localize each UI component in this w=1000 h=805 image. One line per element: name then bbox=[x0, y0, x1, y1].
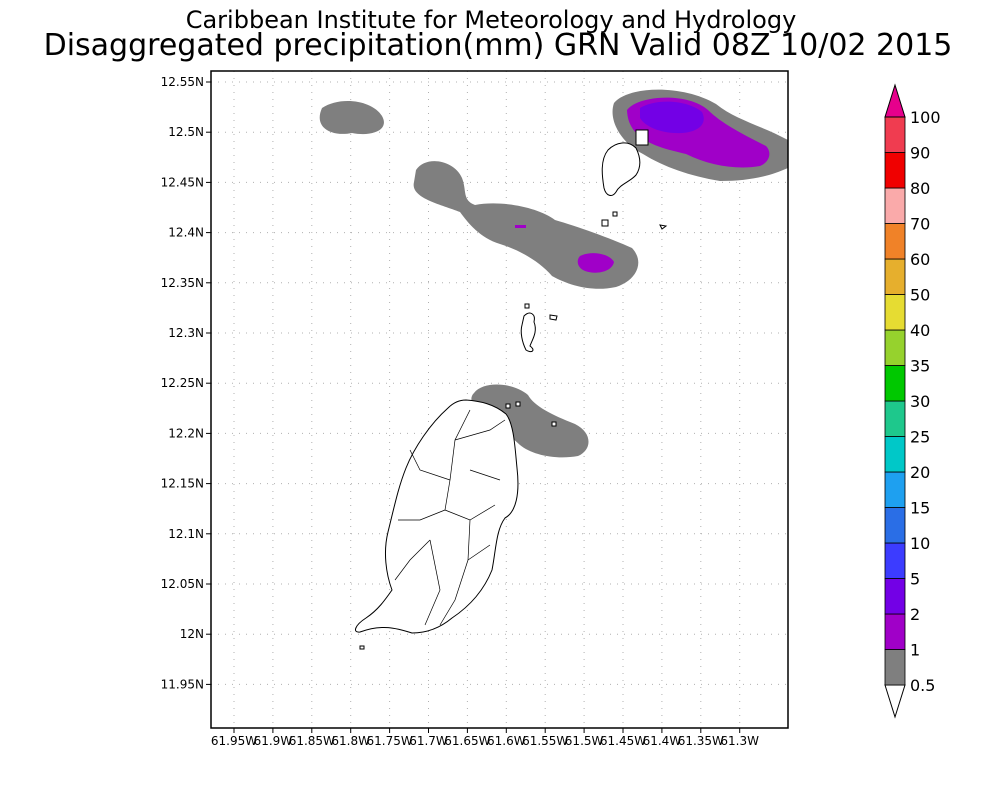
coastlines bbox=[354, 129, 668, 650]
lat-tick-label: 12.55N bbox=[161, 75, 204, 89]
colorbar-label: 0.5 bbox=[910, 676, 935, 695]
colorbar-label: 30 bbox=[910, 392, 930, 411]
colorbar-label: 40 bbox=[910, 321, 930, 340]
colorbar-segment bbox=[884, 116, 906, 153]
lat-tick-label: 12.1N bbox=[168, 527, 204, 541]
colorbar-segment bbox=[884, 613, 906, 650]
lat-tick-label: 12.05N bbox=[161, 577, 204, 591]
islet-small-4 bbox=[515, 401, 521, 407]
lon-tick-label: 61.3W bbox=[720, 734, 759, 748]
precipitation-contours bbox=[319, 89, 788, 458]
lat-tick-label: 12.25N bbox=[161, 376, 204, 390]
islet-small-1 bbox=[612, 211, 618, 217]
colorbar-label: 5 bbox=[910, 570, 920, 589]
title-line-1: Caribbean Institute for Meteorology and … bbox=[186, 6, 797, 34]
lon-tick-label: 61.7W bbox=[409, 734, 448, 748]
colorbar-segment bbox=[884, 649, 906, 686]
colorbar-label: 15 bbox=[910, 499, 930, 518]
union-island bbox=[601, 142, 641, 196]
islet-small-6 bbox=[359, 645, 365, 650]
purple-rain-area-central bbox=[577, 253, 614, 273]
colorbar-label: 60 bbox=[910, 250, 930, 269]
colorbar-above-arrow bbox=[884, 83, 906, 118]
lat-tick-label: 12.45N bbox=[161, 175, 204, 189]
colorbar-segment bbox=[884, 329, 906, 366]
grenada-island bbox=[354, 399, 519, 634]
violet-rain-core bbox=[640, 101, 704, 134]
grenada-parish-boundaries bbox=[394, 409, 506, 626]
lat-tick-label: 12.15N bbox=[161, 477, 204, 491]
colorbar-label: 1 bbox=[910, 641, 920, 660]
colorbar-segment bbox=[884, 187, 906, 224]
colorbar-label: 70 bbox=[910, 215, 930, 234]
colorbar-label: 35 bbox=[910, 357, 930, 376]
lat-tick-label: 12.3N bbox=[168, 326, 204, 340]
gray-rain-area-south bbox=[471, 384, 589, 458]
islet-small-2 bbox=[524, 303, 530, 309]
latitude-labels: 12.55N 12.5N 12.45N 12.4N 12.35N 12.3N 12.25N 1… bbox=[161, 75, 211, 691]
colorbar-segment bbox=[884, 223, 906, 260]
lat-tick-label: 12N bbox=[180, 627, 204, 641]
islet-small-3 bbox=[505, 403, 511, 409]
map-panel: 12.55N 12.5N 12.45N 12.4N 12.35N 12.3N 12.25N 1… bbox=[161, 70, 789, 748]
lon-tick-label: 61.4W bbox=[643, 734, 682, 748]
carriacou-island bbox=[520, 312, 536, 353]
lat-tick-label: 12.4N bbox=[168, 226, 204, 240]
lon-tick-label: 61.45W bbox=[600, 734, 646, 748]
colorbar-label: 100 bbox=[910, 108, 941, 127]
longitude-labels: 61.95W61.9W61.85W61.8W61.75W61.7W61.65W6… bbox=[211, 728, 759, 748]
map-frame bbox=[210, 70, 789, 729]
lon-tick-label: 61.55W bbox=[522, 734, 568, 748]
colorbar-segment bbox=[884, 258, 906, 295]
lon-tick-label: 61.75W bbox=[366, 734, 412, 748]
lon-tick-label: 61.9W bbox=[254, 734, 293, 748]
title-line-2: Disaggregated precipitation(mm) GRN Vali… bbox=[44, 28, 953, 63]
colorbar-segment bbox=[884, 294, 906, 331]
colorbar-label: 2 bbox=[910, 605, 920, 624]
islet-east bbox=[659, 224, 668, 230]
colorbar-label: 10 bbox=[910, 534, 930, 553]
mustique-islet bbox=[635, 129, 649, 146]
lat-tick-label: 12.2N bbox=[168, 426, 204, 440]
colorbar-segment bbox=[884, 578, 906, 615]
colorbar-label: 80 bbox=[910, 179, 930, 198]
lat-tick-label: 11.95N bbox=[161, 677, 204, 691]
colorbar-segment bbox=[884, 152, 906, 189]
lon-tick-label: 61.35W bbox=[678, 734, 724, 748]
colorbar-below-arrow bbox=[884, 684, 906, 719]
colorbar-segment bbox=[884, 471, 906, 508]
lon-tick-label: 61.8W bbox=[331, 734, 370, 748]
lon-tick-label: 61.5W bbox=[565, 734, 604, 748]
colorbar-label: 50 bbox=[910, 286, 930, 305]
lat-tick-label: 12.35N bbox=[161, 276, 204, 290]
colorbar-segment bbox=[884, 400, 906, 437]
colorbar-label: 20 bbox=[910, 463, 930, 482]
islet-small-5 bbox=[551, 421, 557, 427]
petit-st-vincent-islet bbox=[601, 219, 609, 227]
purple-rain-speck bbox=[515, 225, 526, 228]
gray-rain-area-northwest bbox=[319, 101, 384, 135]
lon-tick-label: 61.95W bbox=[211, 734, 257, 748]
carriacou-islet bbox=[549, 314, 558, 321]
colorbar-segment bbox=[884, 436, 906, 473]
lon-tick-label: 61.6W bbox=[487, 734, 526, 748]
colorbar-segment bbox=[884, 365, 906, 402]
colorbar-label: 90 bbox=[910, 144, 930, 163]
lat-tick-label: 12.5N bbox=[168, 125, 204, 139]
colorbar-label: 25 bbox=[910, 428, 930, 447]
lon-tick-label: 61.85W bbox=[289, 734, 335, 748]
lon-tick-label: 61.65W bbox=[444, 734, 490, 748]
colorbar-segment bbox=[884, 542, 906, 579]
colorbar-segment bbox=[884, 507, 906, 544]
